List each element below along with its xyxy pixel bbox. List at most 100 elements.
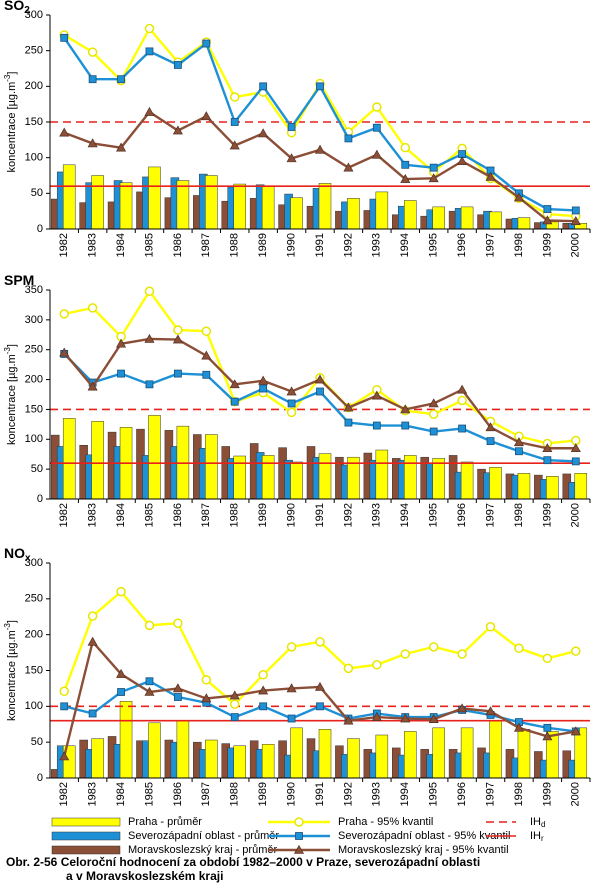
bar <box>119 701 133 779</box>
x-tick-label: 1988 <box>229 782 241 806</box>
x-tick-label: 1990 <box>285 782 297 806</box>
legend-swatch <box>51 817 121 827</box>
legend-label: Moravskoslezský kraj - 95% kvantil <box>338 844 509 856</box>
point <box>201 326 212 336</box>
point <box>400 173 411 183</box>
point <box>202 39 211 48</box>
point <box>201 693 212 703</box>
point <box>173 618 183 628</box>
y-tick-label: 200 <box>25 80 43 92</box>
y-label-end: ] <box>6 620 18 623</box>
point <box>513 192 524 202</box>
point <box>201 350 212 360</box>
x-tick-label: 1998 <box>513 782 525 806</box>
bar <box>62 164 76 230</box>
x-tick-label: 1985 <box>143 503 155 527</box>
bar <box>460 727 474 779</box>
y-tick-label: 100 <box>25 152 43 164</box>
y-tick-label: 50 <box>31 736 43 748</box>
bar <box>205 175 218 230</box>
x-tick-label: 1994 <box>399 233 411 257</box>
x-tick-label: 1993 <box>371 233 383 257</box>
point <box>286 642 297 652</box>
point <box>428 714 439 724</box>
legend-label-subscript: d <box>541 820 545 829</box>
point <box>173 369 182 378</box>
legend-label: Moravskoslezský kraj - průměr <box>128 844 277 856</box>
point <box>400 649 411 659</box>
point <box>230 118 239 126</box>
x-tick-label: 1987 <box>200 782 212 806</box>
bar <box>517 729 531 779</box>
x-tick-label: 1999 <box>541 233 553 257</box>
point <box>314 144 326 154</box>
point <box>286 407 297 418</box>
point <box>457 384 468 394</box>
point <box>258 670 268 680</box>
point <box>372 660 382 670</box>
x-tick-label: 1986 <box>172 233 184 257</box>
point <box>485 706 496 716</box>
x-tick-label: 1986 <box>172 782 184 806</box>
x-tick-label: 1986 <box>172 503 184 527</box>
point <box>343 663 354 674</box>
x-tick-label: 1988 <box>229 503 241 527</box>
point <box>60 33 69 42</box>
point <box>371 390 382 400</box>
point <box>457 156 468 166</box>
point <box>87 47 98 57</box>
y-tick-label: 200 <box>25 629 43 641</box>
point <box>344 418 353 427</box>
point <box>201 111 212 121</box>
line <box>63 289 576 445</box>
legend-swatch <box>51 845 121 855</box>
legend-marker <box>293 844 305 854</box>
x-tick-label: 1987 <box>200 503 212 527</box>
chart-title: SPM <box>4 272 34 288</box>
point <box>486 437 495 445</box>
point <box>259 702 268 711</box>
bar <box>375 449 389 500</box>
point <box>316 702 324 711</box>
point <box>117 688 125 696</box>
y-axis-label: koncentrace [µg.m-3] <box>3 344 18 445</box>
point <box>259 384 268 393</box>
legend-label: Severozápadní oblast - průměr <box>128 830 279 842</box>
point <box>513 722 524 732</box>
point <box>286 683 297 693</box>
bar <box>347 198 360 230</box>
x-tick-label: 1998 <box>513 233 525 257</box>
y-tick-label: 350 <box>25 284 43 296</box>
legend-label-subscript: r <box>541 834 544 843</box>
chart-title: SO2 <box>4 0 30 16</box>
point <box>570 443 581 453</box>
x-tick-label: 1985 <box>143 782 155 806</box>
point <box>515 447 523 456</box>
title-text: SPM <box>4 272 34 288</box>
point <box>258 375 269 385</box>
point <box>316 82 324 91</box>
x-tick-label: 1996 <box>456 782 468 806</box>
point <box>116 586 126 597</box>
bar <box>290 727 303 779</box>
point <box>287 399 296 408</box>
point <box>315 637 325 647</box>
title-text: NO <box>4 545 25 561</box>
point <box>229 140 240 150</box>
point <box>543 205 552 213</box>
point <box>87 611 98 621</box>
y-axis-label: koncentrace [µg.m-3] <box>3 620 18 721</box>
bar <box>205 739 218 779</box>
point <box>371 149 382 159</box>
point <box>542 443 553 453</box>
caption: a v Moravskoslezském kraji <box>66 869 223 883</box>
bar <box>489 467 502 500</box>
point <box>229 699 240 709</box>
x-tick-label: 1991 <box>314 233 326 257</box>
x-tick-label: 1993 <box>371 503 383 527</box>
point <box>343 402 354 412</box>
bar <box>404 200 417 230</box>
point <box>145 47 154 56</box>
point <box>542 653 553 664</box>
bar <box>205 434 218 500</box>
